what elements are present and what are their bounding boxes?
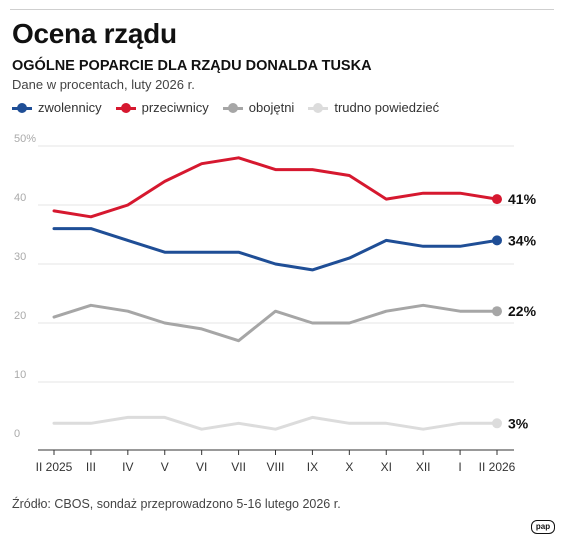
end-label-obojetni: 22% [508, 303, 537, 319]
x-tick-label: XII [416, 460, 431, 474]
y-tick-label-0: 0 [14, 428, 20, 440]
series-line-trudno [52, 415, 499, 431]
x-tick-label: XI [381, 460, 392, 474]
series-end-point-przeciwnicy [492, 194, 502, 205]
x-tick-label: I [458, 460, 461, 474]
series-end-point-trudno [492, 418, 502, 429]
x-tick-label: VI [196, 460, 207, 474]
pap-logo: pap [531, 520, 555, 534]
x-tick-label: X [345, 460, 353, 474]
legend-label-przeciwnicy: przeciwnicy [141, 100, 209, 115]
series-line-przeciwnicy [52, 156, 499, 219]
y-tick-label-50: 50% [14, 133, 36, 145]
chart-subtitle: OGÓLNE POPARCIE DLA RZĄDU DONALDA TUSKA [12, 58, 372, 74]
legend-label-trudno: trudno powiedzieć [334, 100, 440, 115]
x-tick-label: II 2025 [36, 460, 73, 474]
x-tick-label: V [161, 460, 169, 474]
legend-item-obojetni: obojętni [222, 100, 295, 115]
y-tick-label-10: 10 [14, 369, 26, 381]
legend-swatch-przeciwnicy [115, 102, 136, 113]
x-tick-label: III [86, 460, 96, 474]
page-title: Ocena rządu [12, 18, 177, 49]
legend-item-trudno: trudno powiedzieć [308, 100, 439, 115]
series-end-point-obojetni [492, 306, 502, 317]
y-tick-label-40: 40 [14, 192, 26, 204]
y-tick-label-20: 20 [14, 310, 26, 322]
x-tick-label: II 2026 [479, 460, 516, 474]
end-label-zwolennicy: 34% [508, 232, 537, 248]
legend-swatch-zwolennicy [12, 102, 32, 113]
legend-label-zwolennicy: zwolennicy [38, 100, 102, 115]
top-rule [10, 9, 554, 10]
y-tick-label-30: 30 [14, 251, 26, 263]
x-tick-label: IV [122, 460, 133, 474]
end-label-trudno: 3% [508, 415, 529, 431]
legend-item-przeciwnicy: przeciwnicy [115, 100, 209, 115]
legend-swatch-obojetni [222, 102, 243, 113]
series-line-obojetni [52, 303, 499, 343]
legend-item-zwolennicy: zwolennicy [12, 100, 102, 115]
x-tick-label: VIII [266, 460, 284, 474]
source-note: Źródło: CBOS, sondaż przeprowadzono 5-16… [12, 497, 341, 511]
x-tick-label: IX [307, 460, 318, 474]
series-line-zwolennicy [52, 227, 499, 272]
legend-swatch-trudno [308, 102, 329, 113]
legend-label-obojetni: obojętni [248, 100, 295, 115]
series-end-point-zwolennicy [492, 235, 502, 246]
end-label-przeciwnicy: 41% [508, 191, 537, 207]
units-note: Dane w procentach, luty 2026 r. [12, 77, 195, 92]
x-tick-label: VII [231, 460, 246, 474]
legend: zwolennicy przeciwnicy obojętni trudno p… [12, 100, 439, 115]
